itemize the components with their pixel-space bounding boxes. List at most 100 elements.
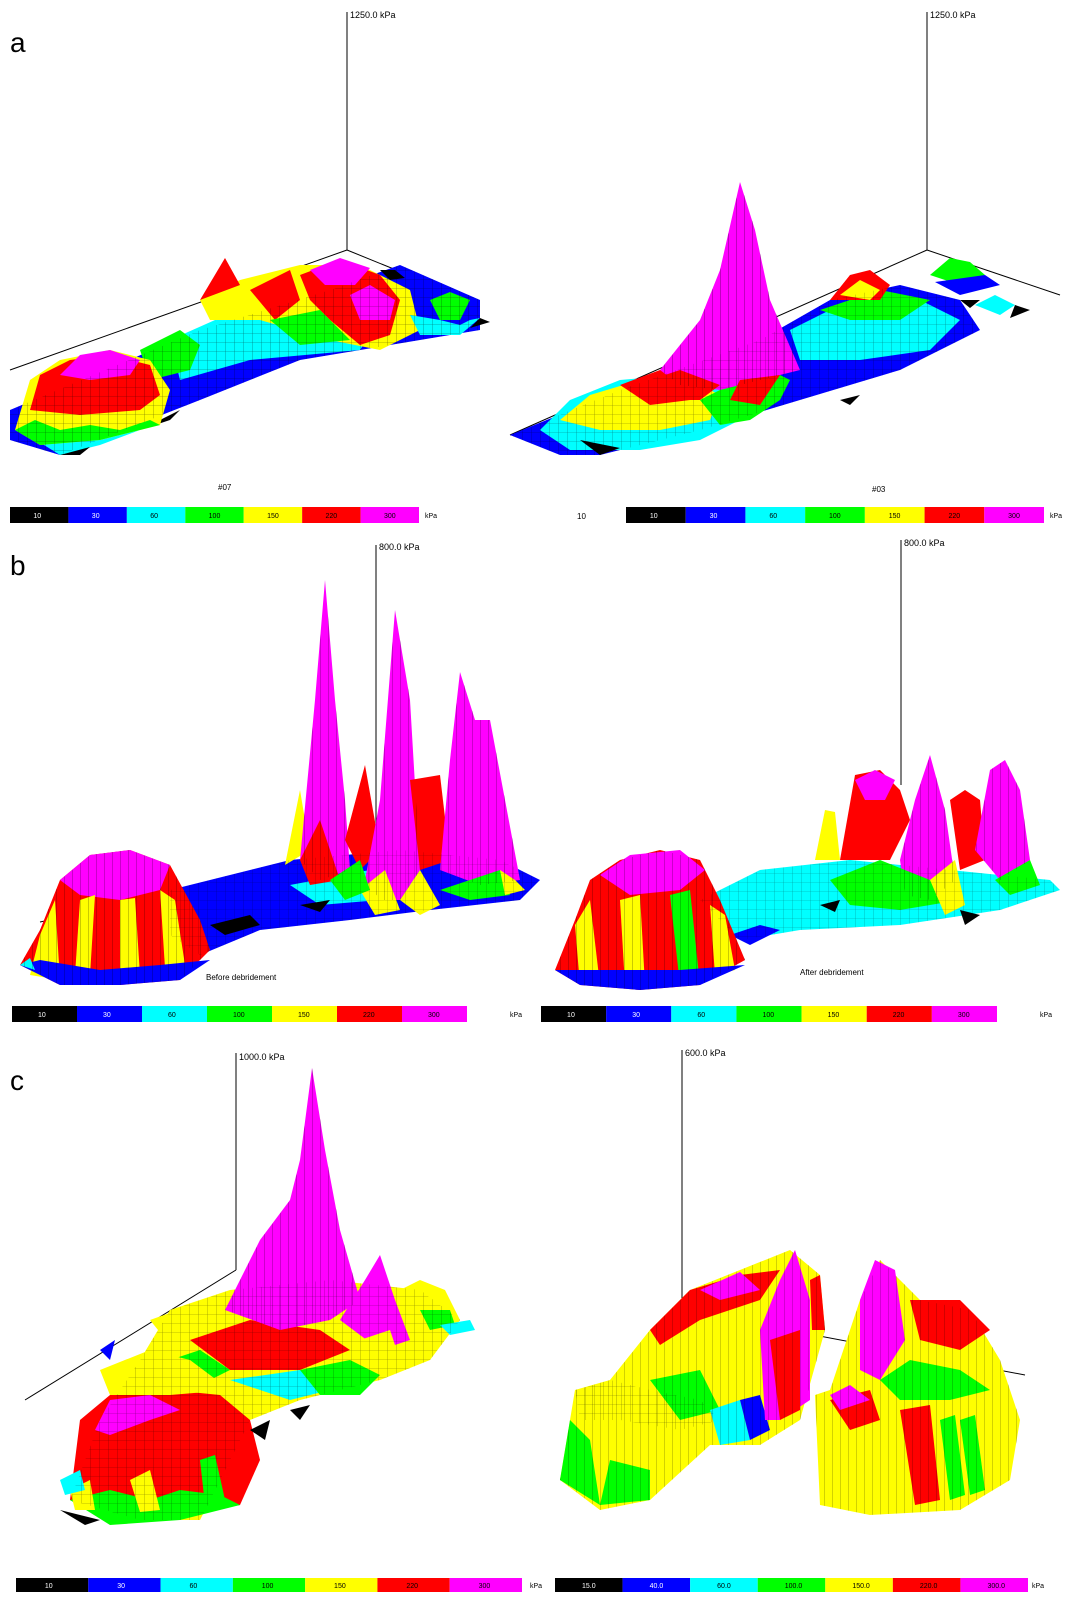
scale-segment	[805, 507, 865, 523]
scale-segment-label: 100	[762, 1012, 774, 1019]
panel-c: c 1000.0 kPa	[10, 1048, 1044, 1592]
panel-c-left-plot: 1000.0 kPa	[24, 1052, 475, 1525]
scale-segment	[924, 507, 985, 523]
scale-segment-label: 300.0	[987, 1583, 1005, 1590]
scale-unit-label: kPa	[530, 1583, 542, 1590]
scale-segment	[866, 1006, 932, 1022]
scale-segment	[626, 507, 686, 523]
scale-segment	[757, 1578, 826, 1592]
scale-segment	[360, 507, 419, 523]
scale-segment-label: 300	[384, 513, 396, 520]
scale-segment-label: 15.0	[582, 1583, 596, 1590]
panel-c-right-plot: 600.0 kPa	[560, 1048, 1026, 1515]
pressure-surface	[20, 580, 540, 985]
scale-segment-label: 300	[958, 1012, 970, 1019]
scale-segment	[825, 1578, 893, 1592]
scale-segment	[337, 1006, 402, 1022]
scale-segment-label: 150	[828, 1012, 840, 1019]
panel-a: a 1250.0 kPa	[9, 10, 1062, 523]
y-axis	[926, 249, 1061, 296]
scale-segment-label: 220	[948, 513, 960, 520]
scale-segment-label: 10	[45, 1583, 53, 1590]
scale-segment-label: 300	[1008, 513, 1020, 520]
plot-caption: #03	[872, 485, 886, 494]
scale-segment	[864, 507, 925, 523]
z-axis-max-label: 800.0 kPa	[904, 538, 945, 548]
scale-unit-label: kPa	[1032, 1583, 1044, 1590]
scale-segment-label: 10	[38, 1012, 46, 1019]
scale-segment	[685, 507, 746, 523]
scale-unit-label: kPa	[1040, 1012, 1052, 1019]
pressure-surface	[10, 258, 490, 455]
scale-segment	[305, 1578, 378, 1592]
scale-segment-label: 30	[632, 1012, 640, 1019]
z-axis-max-label: 800.0 kPa	[379, 542, 420, 552]
scale-segment	[68, 507, 127, 523]
scale-segment-label: 60	[168, 1012, 176, 1019]
panel-a-right-plot: 1250.0 kPa	[509, 10, 1061, 521]
scale-segment-label: 150	[298, 1012, 310, 1019]
scale-segment	[185, 507, 244, 523]
scale-unit-label: kPa	[510, 1012, 522, 1019]
color-scale-c-right: 15.0 40.0 60.0 100.0 150.0 220.0 300.0 kPa	[555, 1578, 1044, 1592]
scale-segment	[377, 1578, 450, 1592]
plot-caption: After debridement	[800, 968, 864, 977]
panel-b-right-plot: 800.0 kPa	[555, 538, 1060, 990]
scale-segment-label: 40.0	[650, 1583, 664, 1590]
scale-segment-label: 10	[567, 1012, 575, 1019]
plot-caption: #07	[218, 483, 232, 492]
scale-segment	[272, 1006, 337, 1022]
scale-segment	[801, 1006, 867, 1022]
scale-segment-label: 60	[189, 1583, 197, 1590]
scale-segment	[88, 1578, 161, 1592]
scale-segment	[402, 1006, 467, 1022]
pressure-surface	[560, 1250, 1020, 1515]
color-scale-b-left: 10 30 60 100 150 220 300 kPa	[12, 1006, 522, 1022]
z-axis-max-label: 600.0 kPa	[685, 1048, 726, 1058]
scale-segment	[16, 1578, 89, 1592]
scale-segment-label: 100.0	[785, 1583, 803, 1590]
color-scale-a-right: 10 30 60 100 150 220 300 kPa	[626, 507, 1062, 523]
panel-a-label: a	[10, 27, 26, 58]
panel-c-label: c	[10, 1065, 24, 1096]
pressure-surface	[60, 1068, 475, 1525]
scale-segment	[302, 507, 361, 523]
scale-segment-label: 220	[363, 1012, 375, 1019]
scale-segment-label: 150	[334, 1583, 346, 1590]
scale-segment-label: 100	[262, 1583, 274, 1590]
scale-segment-label: 220.0	[920, 1583, 938, 1590]
scale-segment-label: 220	[326, 513, 338, 520]
panel-b-left-plot: 800.0 kPa	[20, 542, 540, 985]
scale-segment-label: 100	[233, 1012, 245, 1019]
scale-segment-label: 300	[479, 1583, 491, 1590]
scale-segment-label: 30	[92, 513, 100, 520]
scale-segment	[622, 1578, 691, 1592]
scale-segment	[555, 1578, 623, 1592]
x-axis	[24, 1269, 237, 1401]
scale-segment	[77, 1006, 142, 1022]
z-axis-max-label: 1000.0 kPa	[239, 1052, 285, 1062]
scale-segment-label: 30	[117, 1583, 125, 1590]
scale-segment	[449, 1578, 522, 1592]
scale-segment-label: 60	[769, 513, 777, 520]
color-scale-b-right: 10 30 60 100 150 220 300 kPa	[541, 1006, 1052, 1022]
scale-segment-label: 10	[650, 513, 658, 520]
scale-segment-label: 30	[710, 513, 718, 520]
scale-segment-label: 150	[889, 513, 901, 520]
scale-segment-label: 300	[428, 1012, 440, 1019]
scale-segment	[960, 1578, 1028, 1592]
scale-segment-label: 10	[33, 513, 41, 520]
scale-segment-label: 30	[103, 1012, 111, 1019]
scale-segment-label: 220	[406, 1583, 418, 1590]
z-axis-max-label: 1250.0 kPa	[930, 10, 976, 20]
scale-segment	[232, 1578, 306, 1592]
scale-segment	[745, 507, 806, 523]
scale-segment-label: 100	[829, 513, 841, 520]
scale-unit-label: kPa	[1050, 513, 1062, 520]
scale-segment	[207, 1006, 272, 1022]
scale-segment	[541, 1006, 607, 1022]
color-scale-a-left: 10 30 60 100 150 220 300 kPa	[10, 507, 437, 523]
scale-segment	[12, 1006, 77, 1022]
scale-segment	[931, 1006, 997, 1022]
